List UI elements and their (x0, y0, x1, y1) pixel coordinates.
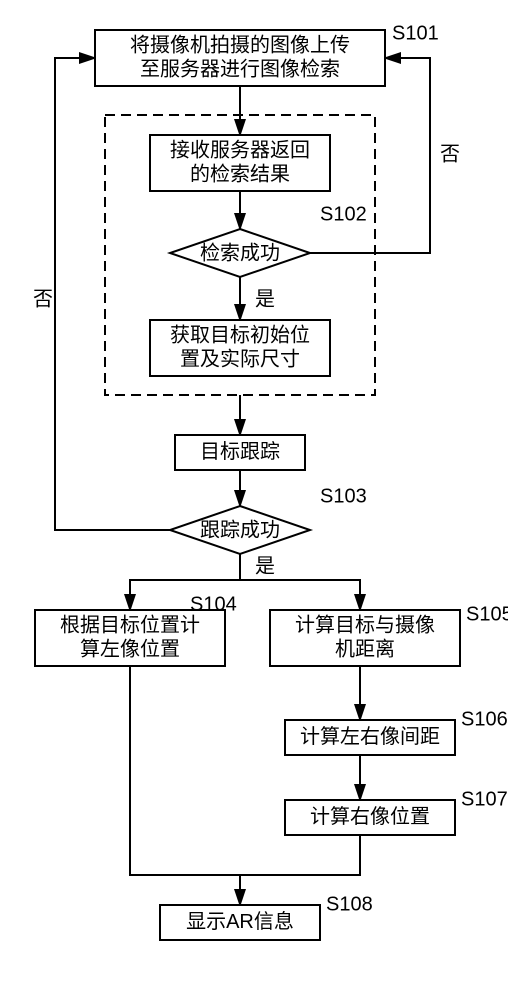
edge (130, 666, 240, 905)
edge (240, 580, 360, 610)
step-label: S105 (466, 603, 508, 625)
step-label: S101 (392, 22, 439, 44)
node-text: 获取目标初始位 (170, 323, 310, 346)
node-text: 接收服务器返回 (170, 138, 310, 161)
node-text: 显示AR信息 (186, 910, 294, 933)
node-text: 计算目标与摄像 (295, 613, 435, 636)
edge-label: 否 (440, 143, 460, 165)
step-label: S108 (326, 893, 373, 915)
node-text: 目标跟踪 (200, 440, 280, 463)
edge (55, 58, 170, 530)
node-text: 至服务器进行图像检索 (140, 57, 340, 80)
node-text: 置及实际尺寸 (180, 347, 300, 370)
step-label: S104 (190, 593, 237, 615)
node-text: 的检索结果 (190, 162, 290, 185)
node-text: 根据目标位置计 (60, 613, 200, 636)
node-text: 将摄像机拍摄的图像上传 (130, 33, 350, 56)
edge (240, 835, 360, 875)
node-text: 检索成功 (200, 241, 280, 264)
step-label: S107 (461, 788, 508, 810)
step-label: S106 (461, 708, 508, 730)
edge-label: 是 (255, 555, 275, 577)
edge-label: 是 (255, 288, 275, 310)
node-text: 计算左右像间距 (300, 725, 440, 748)
node-text: 跟踪成功 (200, 518, 280, 541)
edge-label: 否 (33, 288, 53, 310)
node-text: 计算右像位置 (310, 805, 430, 828)
step-label: S102 (320, 203, 367, 225)
node-text: 机距离 (335, 637, 395, 660)
step-label: S103 (320, 485, 367, 507)
node-text: 算左像位置 (80, 637, 180, 660)
